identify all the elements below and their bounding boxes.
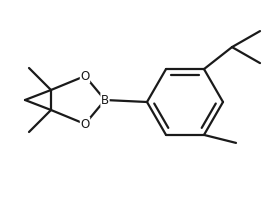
Text: B: B	[101, 94, 109, 107]
Text: O: O	[80, 117, 90, 131]
Text: O: O	[80, 70, 90, 83]
